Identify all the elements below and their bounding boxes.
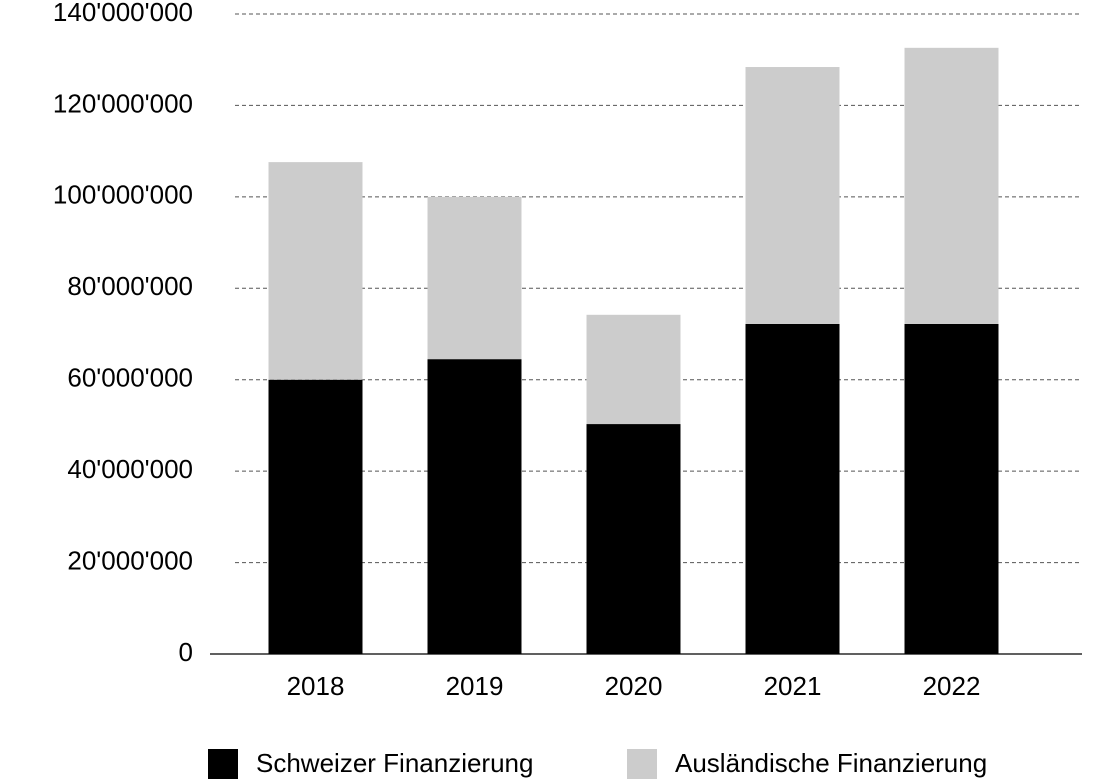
- x-tick-label: 2022: [923, 671, 981, 701]
- bar-segment: [268, 162, 363, 380]
- bar-segment: [427, 196, 522, 360]
- x-tick-label: 2021: [764, 671, 822, 701]
- y-tick-label: 20'000'000: [67, 545, 193, 575]
- x-tick-label: 2019: [446, 671, 504, 701]
- legend-swatch: [208, 749, 238, 779]
- bar-segment: [586, 424, 681, 654]
- y-tick-label: 140'000'000: [53, 0, 193, 27]
- x-tick-label: 2020: [605, 671, 663, 701]
- bar-segment: [586, 314, 681, 425]
- bar-segment: [268, 379, 363, 654]
- bar-segment: [904, 323, 999, 654]
- y-tick-label: 0: [179, 637, 193, 667]
- y-tick-label: 40'000'000: [67, 454, 193, 484]
- x-tick-label: 2018: [287, 671, 345, 701]
- bar-segment: [427, 359, 522, 654]
- y-tick-label: 120'000'000: [53, 88, 193, 118]
- legend-label: Ausländische Finanzierung: [675, 748, 987, 778]
- y-tick-label: 60'000'000: [67, 363, 193, 393]
- bar-segment: [904, 47, 999, 324]
- y-tick-label: 100'000'000: [53, 180, 193, 210]
- bar-segment: [745, 323, 840, 654]
- bar-segment: [745, 67, 840, 324]
- y-tick-label: 80'000'000: [67, 271, 193, 301]
- legend-label: Schweizer Finanzierung: [256, 748, 533, 778]
- legend-swatch: [627, 749, 657, 779]
